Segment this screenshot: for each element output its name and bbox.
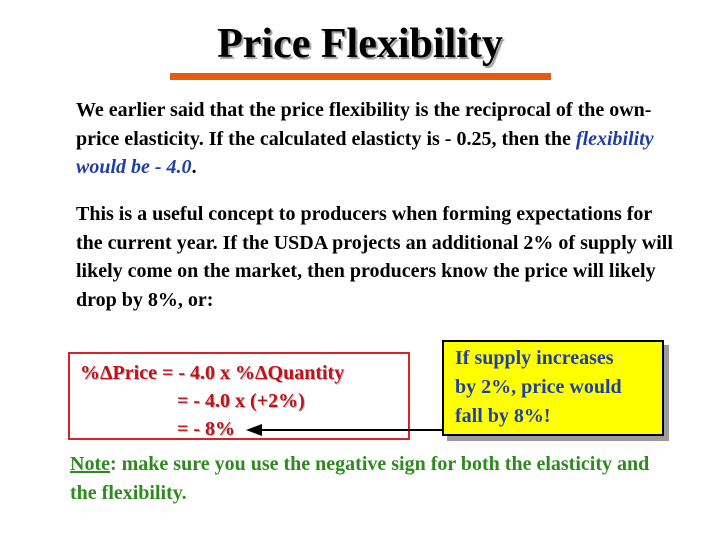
equation-line-3: = - 8% [177, 418, 236, 440]
callout-line-2: by 2%, price would [455, 376, 622, 398]
paragraph-producers: This is a useful concept to producers wh… [76, 203, 673, 311]
paragraph-reciprocal-end: . [191, 156, 197, 178]
equation-box [68, 352, 410, 440]
equation-line-1: %ΔPrice = - 4.0 x %ΔQuantity [80, 362, 345, 384]
callout-box: If supply increases by 2%, price would f… [442, 340, 664, 436]
note-label: Note [70, 453, 110, 475]
note-paragraph: Note: make sure you use the negative sig… [70, 450, 670, 507]
note-text: : make sure you use the negative sign fo… [70, 453, 650, 504]
flexibility-highlight: flexibility would be - 4.0 [76, 127, 654, 179]
slide-title: Price Flexibility [217, 21, 503, 67]
callout-line-3: fall by 8%! [455, 405, 551, 427]
paragraph-reciprocal-text: We earlier said that the price flexibili… [76, 99, 652, 150]
callout-line-1: If supply increases [455, 347, 614, 369]
equation-line-2: = - 4.0 x (+2%) [177, 390, 305, 412]
paragraph-reciprocal: We earlier said that the price flexibili… [76, 96, 676, 182]
left-arrow-icon [246, 424, 442, 436]
title-underline [170, 73, 551, 80]
